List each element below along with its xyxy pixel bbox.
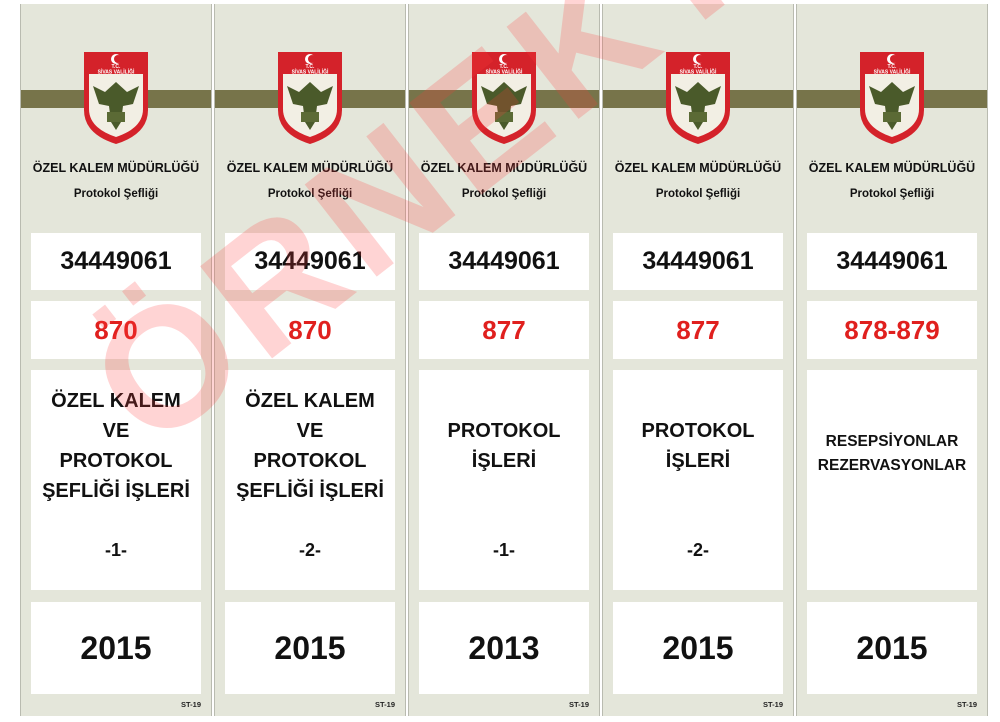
- title-line: İŞLERİ: [665, 450, 731, 472]
- year-box: 2013: [419, 602, 589, 694]
- file-number-box: 870: [225, 301, 395, 359]
- title-box: PROTOKOL İŞLERİ -2-: [613, 370, 783, 590]
- file-number-box: 878-879: [807, 301, 977, 359]
- file-number-box: 877: [613, 301, 783, 359]
- volume-number: -1-: [105, 540, 127, 560]
- title-line: İŞLERİ: [471, 450, 537, 472]
- code-box: 34449061: [807, 233, 977, 290]
- svg-text:SİVAS VALİLİĞİ: SİVAS VALİLİĞİ: [874, 68, 911, 76]
- title-line: REZERVASYONLAR: [817, 457, 967, 474]
- title-line: VE: [102, 420, 130, 442]
- sivas-governorship-emblem-icon: T.C. SİVAS VALİLİĞİ: [666, 52, 730, 144]
- title-line: PROTOKOL: [641, 420, 755, 442]
- volume-number: -2-: [687, 540, 709, 560]
- svg-text:T.C.: T.C.: [500, 64, 510, 70]
- title-line: ÖZEL KALEM: [51, 390, 181, 412]
- title-line: ŞEFLİĞİ İŞLERİ: [42, 480, 190, 502]
- unit-name: Protokol Şefliği: [461, 188, 547, 200]
- svg-text:SİVAS VALİLİĞİ: SİVAS VALİLİĞİ: [680, 68, 717, 76]
- svg-text:SİVAS VALİLİĞİ: SİVAS VALİLİĞİ: [486, 68, 523, 76]
- file-number-box: 877: [419, 301, 589, 359]
- file-label-4: T.C. SİVAS VALİLİĞİ ÖZEL KALEM MÜDÜRLÜĞÜ…: [602, 4, 794, 716]
- department-name: ÖZEL KALEM MÜDÜRLÜĞÜ: [226, 161, 394, 175]
- title-line: ŞEFLİĞİ İŞLERİ: [236, 480, 384, 502]
- svg-text:SİVAS VALİLİĞİ: SİVAS VALİLİĞİ: [98, 68, 135, 76]
- department-name: ÖZEL KALEM MÜDÜRLÜĞÜ: [808, 161, 976, 175]
- stock-code: ST-19: [180, 700, 201, 709]
- title-box: PROTOKOL İŞLERİ -1-: [419, 370, 589, 590]
- file-label-3: T.C. SİVAS VALİLİĞİ ÖZEL KALEM MÜDÜRLÜĞÜ…: [408, 4, 600, 716]
- unit-name: Protokol Şefliği: [655, 188, 741, 200]
- unit-name: Protokol Şefliği: [849, 188, 935, 200]
- code-box: 34449061: [31, 233, 201, 290]
- svg-text:T.C.: T.C.: [306, 64, 316, 70]
- year-box: 2015: [807, 602, 977, 694]
- sivas-governorship-emblem-icon: T.C. SİVAS VALİLİĞİ: [860, 52, 924, 144]
- file-label-5: T.C. SİVAS VALİLİĞİ ÖZEL KALEM MÜDÜRLÜĞÜ…: [796, 4, 988, 716]
- year-box: 2015: [31, 602, 201, 694]
- svg-text:T.C.: T.C.: [694, 64, 704, 70]
- title-line: PROTOKOL: [447, 420, 561, 442]
- code-box: 34449061: [613, 233, 783, 290]
- svg-text:SİVAS VALİLİĞİ: SİVAS VALİLİĞİ: [292, 68, 329, 76]
- file-label-2: T.C. SİVAS VALİLİĞİ ÖZEL KALEM MÜDÜRLÜĞÜ…: [214, 4, 406, 716]
- svg-text:T.C.: T.C.: [112, 64, 122, 70]
- department-name: ÖZEL KALEM MÜDÜRLÜĞÜ: [32, 161, 200, 175]
- sivas-governorship-emblem-icon: T.C. SİVAS VALİLİĞİ: [472, 52, 536, 144]
- title-line: VE: [296, 420, 324, 442]
- year-box: 2015: [613, 602, 783, 694]
- unit-name: Protokol Şefliği: [267, 188, 353, 200]
- sivas-governorship-emblem-icon: T.C. SİVAS VALİLİĞİ: [278, 52, 342, 144]
- svg-text:T.C.: T.C.: [888, 64, 898, 70]
- title-line: RESEPSİYONLAR: [825, 433, 959, 450]
- file-number-box: 870: [31, 301, 201, 359]
- title-line: PROTOKOL: [253, 450, 367, 472]
- stock-code: ST-19: [762, 700, 783, 709]
- volume-number: -2-: [299, 540, 321, 560]
- sivas-governorship-emblem-icon: T.C. SİVAS VALİLİĞİ: [84, 52, 148, 144]
- stock-code: ST-19: [568, 700, 589, 709]
- code-box: 34449061: [225, 233, 395, 290]
- unit-name: Protokol Şefliği: [73, 188, 159, 200]
- year-box: 2015: [225, 602, 395, 694]
- title-line: ÖZEL KALEM: [245, 390, 375, 412]
- department-name: ÖZEL KALEM MÜDÜRLÜĞÜ: [614, 161, 782, 175]
- title-box: RESEPSİYONLAR REZERVASYONLAR: [807, 370, 977, 590]
- volume-number: -1-: [493, 540, 515, 560]
- code-box: 34449061: [419, 233, 589, 290]
- title-box: ÖZEL KALEM VE PROTOKOL ŞEFLİĞİ İŞLERİ -2…: [225, 370, 395, 590]
- title-line: PROTOKOL: [59, 450, 173, 472]
- department-name: ÖZEL KALEM MÜDÜRLÜĞÜ: [420, 161, 588, 175]
- stock-code: ST-19: [956, 700, 977, 709]
- file-label-1: T.C. SİVAS VALİLİĞİ ÖZEL KALEM MÜDÜRLÜĞÜ…: [20, 4, 212, 716]
- title-box: ÖZEL KALEM VE PROTOKOL ŞEFLİĞİ İŞLERİ -1…: [31, 370, 201, 590]
- stock-code: ST-19: [374, 700, 395, 709]
